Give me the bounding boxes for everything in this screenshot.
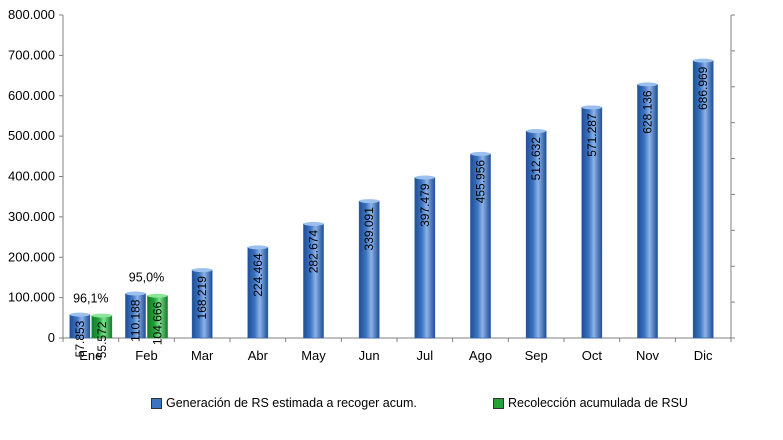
x-tick-label: Feb xyxy=(135,348,157,363)
bar-cap xyxy=(470,151,491,156)
axes: 0 100.000 200.000 300.000 400.000 500.000 600.… xyxy=(8,7,735,363)
y-tick-label: 200.000 xyxy=(8,249,55,264)
bar-cap xyxy=(693,58,714,63)
x-tick-label: Nov xyxy=(636,348,660,363)
x-tick-label: Ene xyxy=(79,348,102,363)
x-tick-label: Jul xyxy=(417,348,434,363)
x-tick-label: Jun xyxy=(359,348,380,363)
bar-cap xyxy=(303,221,324,226)
bars xyxy=(69,58,714,339)
y-tick-label: 300.000 xyxy=(8,209,55,224)
data-label: 339.091 xyxy=(362,207,376,251)
legend-item-generacion: Generación de RS estimada a recoger acum… xyxy=(151,396,417,410)
y-tick-label: 400.000 xyxy=(8,169,55,184)
data-label: 104.666 xyxy=(151,301,165,345)
data-label: 686.969 xyxy=(696,66,710,110)
data-label: 512.632 xyxy=(529,137,543,181)
x-tick-label: May xyxy=(301,348,326,363)
data-label: 168.219 xyxy=(195,276,209,320)
bar-cap xyxy=(359,199,380,204)
data-label: 110.188 xyxy=(129,299,143,342)
y-tick-label: 100.000 xyxy=(8,290,55,305)
x-tick-label: Dic xyxy=(694,348,713,363)
bar-cap xyxy=(526,129,547,134)
bar-cap xyxy=(125,291,146,296)
y-tick-label: 800.000 xyxy=(8,7,55,22)
data-label: 455.956 xyxy=(474,160,488,204)
bar-cap xyxy=(91,313,112,318)
data-label: 397.479 xyxy=(418,183,432,227)
data-label: 224.464 xyxy=(251,253,265,297)
legend-label-recoleccion: Recolección acumulada de RSU xyxy=(508,396,688,410)
bar-cap xyxy=(581,105,602,110)
x-tick-label: Sep xyxy=(525,348,548,363)
data-labels: 57.853 55.572 110.188 104.666 168.219 224.464… xyxy=(73,66,710,358)
y-tick-label: 500.000 xyxy=(8,128,55,143)
data-label: 571.287 xyxy=(585,113,599,157)
y-tick-label: 600.000 xyxy=(8,88,55,103)
y-tick-label: 700.000 xyxy=(8,47,55,62)
bar-cap xyxy=(414,175,435,180)
x-tick-label: Mar xyxy=(191,348,214,363)
bar-cap xyxy=(637,82,658,87)
legend-label-generacion: Generación de RS estimada a recoger acum… xyxy=(166,396,417,410)
bar-cap xyxy=(247,245,268,250)
x-tick-label: Oct xyxy=(582,348,603,363)
legend-swatch-green xyxy=(493,397,504,409)
bar-cap xyxy=(69,312,90,317)
y-tick-label: 0 xyxy=(48,330,55,345)
legend-item-recoleccion: Recolección acumulada de RSU xyxy=(493,396,688,410)
data-label: 55.572 xyxy=(95,321,109,358)
legend-swatch-blue xyxy=(151,397,162,409)
percentage-annotation: 95,0% xyxy=(129,271,164,285)
data-label: 282.674 xyxy=(307,230,321,274)
data-label: 57.853 xyxy=(73,320,87,357)
x-tick-label: Ago xyxy=(469,348,492,363)
bar-cap xyxy=(147,293,168,298)
x-tick-label: Abr xyxy=(248,348,269,363)
bar-cap xyxy=(192,268,213,273)
data-label: 628.136 xyxy=(641,90,655,134)
percentage-annotation: 96,1% xyxy=(73,292,108,306)
